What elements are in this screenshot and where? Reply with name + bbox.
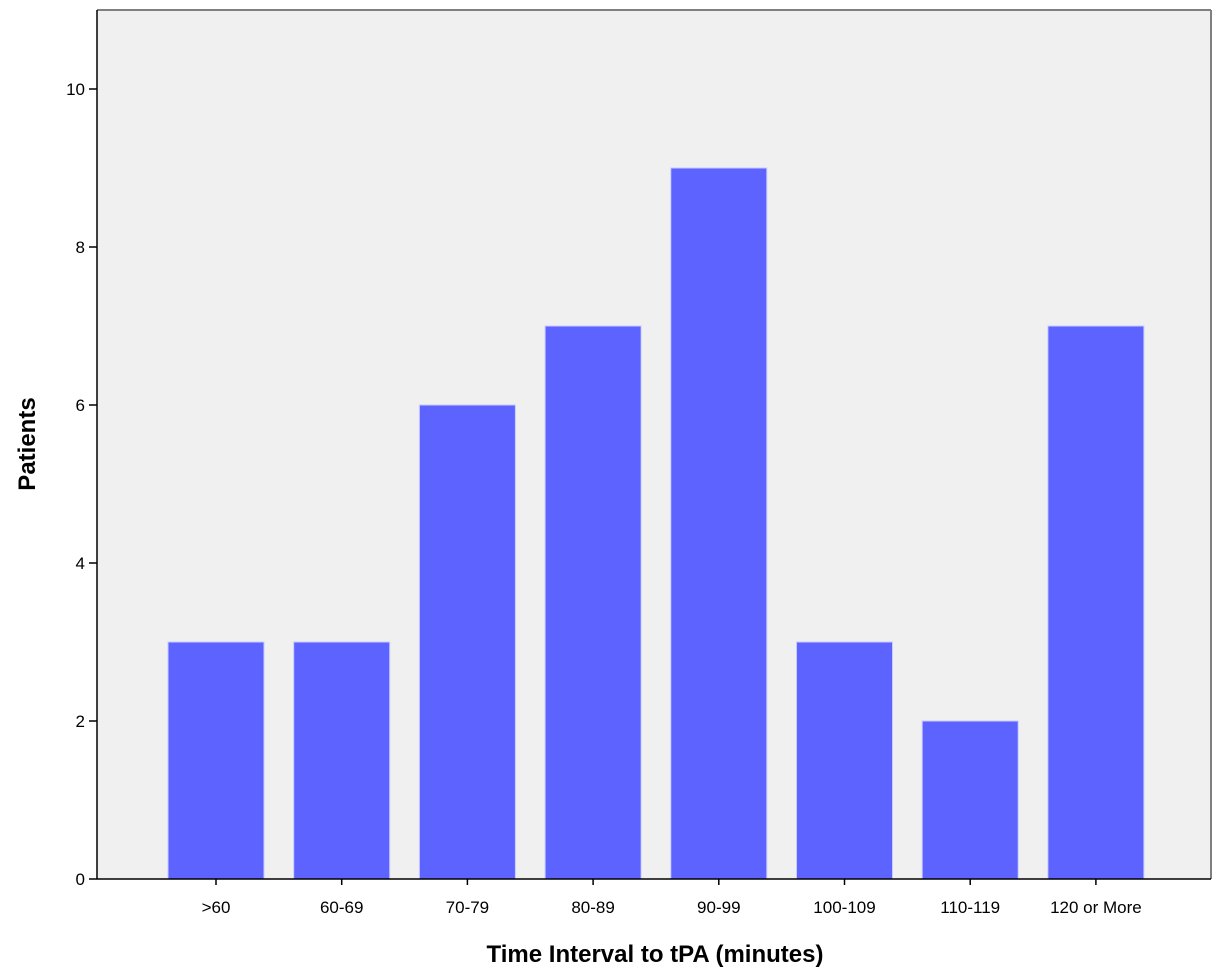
x-tick-label: 60-69 xyxy=(320,898,363,917)
y-tick-label: 2 xyxy=(76,712,85,731)
y-axis-ticks: 0 2 4 6 8 10 xyxy=(66,80,97,889)
bar-100-109 xyxy=(796,641,893,880)
x-tick-label: 80-89 xyxy=(571,898,614,917)
x-tick-label: 110-119 xyxy=(940,898,1000,917)
x-axis-ticks: >60 60-69 70-79 80-89 90-99 100-109 110-119 120… xyxy=(202,879,1142,917)
x-tick-label: 100-109 xyxy=(813,898,875,917)
plot-area xyxy=(97,10,1211,879)
bar-110-119 xyxy=(921,720,1019,880)
x-tick-label: >60 xyxy=(202,898,231,917)
bar-60-69 xyxy=(293,641,391,880)
y-tick-label: 4 xyxy=(76,554,85,573)
bar-90-99 xyxy=(670,167,768,880)
x-tick-label: 70-79 xyxy=(446,898,489,917)
x-tick-label: 120 or More xyxy=(1050,898,1142,917)
bar-120 or More xyxy=(1047,325,1145,880)
bar-70-79 xyxy=(418,404,516,880)
bars-group xyxy=(167,167,1145,880)
y-tick-label: 0 xyxy=(76,870,85,889)
y-axis-title: Patients xyxy=(14,397,41,490)
bar->60 xyxy=(167,641,265,880)
bar-80-89 xyxy=(544,325,642,880)
x-tick-label: 90-99 xyxy=(697,898,740,917)
y-tick-label: 10 xyxy=(66,80,85,99)
x-axis-title: Time Interval to tPA (minutes) xyxy=(487,941,824,968)
y-tick-label: 6 xyxy=(76,396,85,415)
y-tick-label: 8 xyxy=(76,238,85,257)
